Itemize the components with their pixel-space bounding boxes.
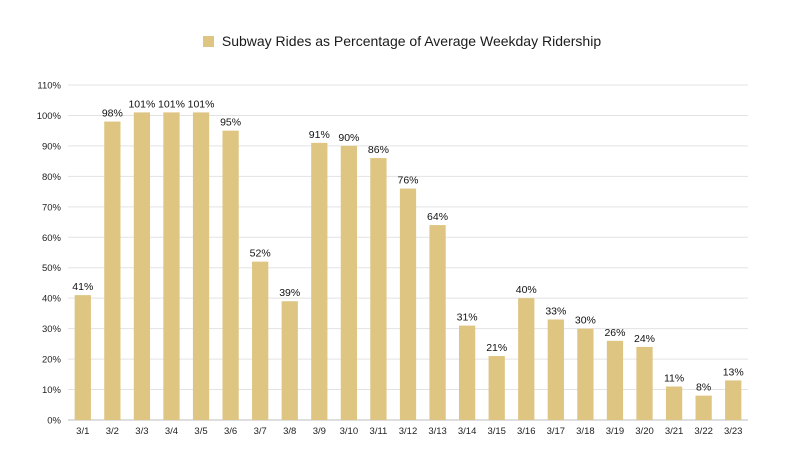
x-tick-label: 3/3 bbox=[135, 426, 148, 437]
bar bbox=[74, 295, 91, 420]
y-tick-label: 50% bbox=[42, 263, 62, 274]
legend: Subway Rides as Percentage of Average We… bbox=[0, 33, 804, 49]
x-tick-label: 3/1 bbox=[76, 426, 89, 437]
x-tick-label: 3/13 bbox=[428, 426, 447, 437]
bar bbox=[725, 380, 742, 420]
data-label: 30% bbox=[575, 315, 596, 327]
bar bbox=[104, 121, 121, 420]
data-label: 52% bbox=[250, 248, 271, 260]
data-label: 101% bbox=[128, 98, 155, 110]
x-tick-label: 3/9 bbox=[313, 426, 326, 437]
data-label: 39% bbox=[279, 287, 300, 299]
data-label: 90% bbox=[338, 132, 359, 144]
data-label: 91% bbox=[309, 129, 330, 141]
x-tick-label: 3/4 bbox=[165, 426, 178, 437]
bar bbox=[399, 188, 417, 420]
bar bbox=[252, 261, 269, 420]
data-label: 76% bbox=[397, 175, 418, 187]
data-label: 86% bbox=[368, 144, 389, 156]
legend-label: Subway Rides as Percentage of Average We… bbox=[221, 33, 602, 49]
data-label: 40% bbox=[516, 284, 537, 296]
data-label: 8% bbox=[696, 382, 711, 394]
x-tick-label: 3/14 bbox=[458, 426, 477, 437]
data-label: 31% bbox=[457, 312, 478, 324]
bar bbox=[370, 158, 387, 420]
data-label: 24% bbox=[634, 333, 655, 345]
data-label: 33% bbox=[545, 306, 566, 318]
data-label: 21% bbox=[486, 342, 507, 354]
bar bbox=[222, 130, 239, 420]
x-tick-label: 3/10 bbox=[340, 426, 359, 437]
x-tick-label: 3/19 bbox=[606, 426, 625, 437]
x-tick-label: 3/18 bbox=[576, 426, 595, 437]
x-tick-label: 3/22 bbox=[694, 426, 713, 437]
y-tick-label: 90% bbox=[42, 141, 62, 152]
data-label: 101% bbox=[158, 98, 185, 110]
data-label: 64% bbox=[427, 211, 448, 223]
bar bbox=[606, 340, 624, 420]
x-tick-label: 3/21 bbox=[665, 426, 684, 437]
data-label: 13% bbox=[723, 366, 744, 378]
x-tick-label: 3/15 bbox=[487, 426, 506, 437]
y-tick-label: 20% bbox=[42, 355, 62, 366]
x-tick-label: 3/7 bbox=[254, 426, 267, 437]
x-tick-label: 3/8 bbox=[283, 426, 296, 437]
bar bbox=[459, 325, 476, 420]
bar bbox=[192, 112, 210, 420]
data-label: 11% bbox=[664, 373, 684, 385]
x-tick-label: 3/12 bbox=[399, 426, 418, 437]
legend-swatch bbox=[202, 36, 214, 47]
y-tick-label: 0% bbox=[47, 416, 61, 427]
y-tick-label: 60% bbox=[42, 233, 62, 244]
y-tick-label: 110% bbox=[37, 81, 61, 92]
bar bbox=[547, 319, 564, 420]
y-tick-label: 30% bbox=[42, 324, 62, 335]
x-tick-label: 3/5 bbox=[194, 426, 207, 437]
bar bbox=[429, 225, 446, 420]
bar bbox=[488, 356, 505, 420]
data-label: 98% bbox=[102, 108, 123, 120]
bar bbox=[636, 346, 653, 420]
bar bbox=[518, 298, 535, 420]
x-tick-label: 3/20 bbox=[635, 426, 654, 437]
y-tick-label: 10% bbox=[42, 385, 62, 396]
bar bbox=[281, 301, 298, 420]
y-tick-label: 80% bbox=[42, 172, 62, 183]
x-tick-label: 3/23 bbox=[724, 426, 743, 437]
y-tick-label: 70% bbox=[42, 202, 62, 213]
x-tick-label: 3/2 bbox=[106, 426, 119, 437]
data-label: 101% bbox=[188, 98, 215, 110]
x-tick-label: 3/17 bbox=[547, 426, 566, 437]
x-tick-label: 3/6 bbox=[224, 426, 237, 437]
data-label: 26% bbox=[604, 327, 625, 339]
y-tick-label: 100% bbox=[37, 111, 62, 122]
bar bbox=[133, 112, 151, 420]
x-tick-label: 3/16 bbox=[517, 426, 536, 437]
x-tick-label: 3/11 bbox=[370, 426, 388, 437]
y-tick-label: 40% bbox=[42, 294, 62, 305]
data-label: 95% bbox=[220, 117, 241, 129]
bar bbox=[340, 145, 357, 420]
bar bbox=[695, 395, 712, 420]
bar bbox=[311, 142, 328, 420]
bar bbox=[665, 386, 683, 420]
data-label: 41% bbox=[72, 281, 93, 293]
bar bbox=[577, 328, 594, 420]
bar bbox=[163, 112, 180, 420]
